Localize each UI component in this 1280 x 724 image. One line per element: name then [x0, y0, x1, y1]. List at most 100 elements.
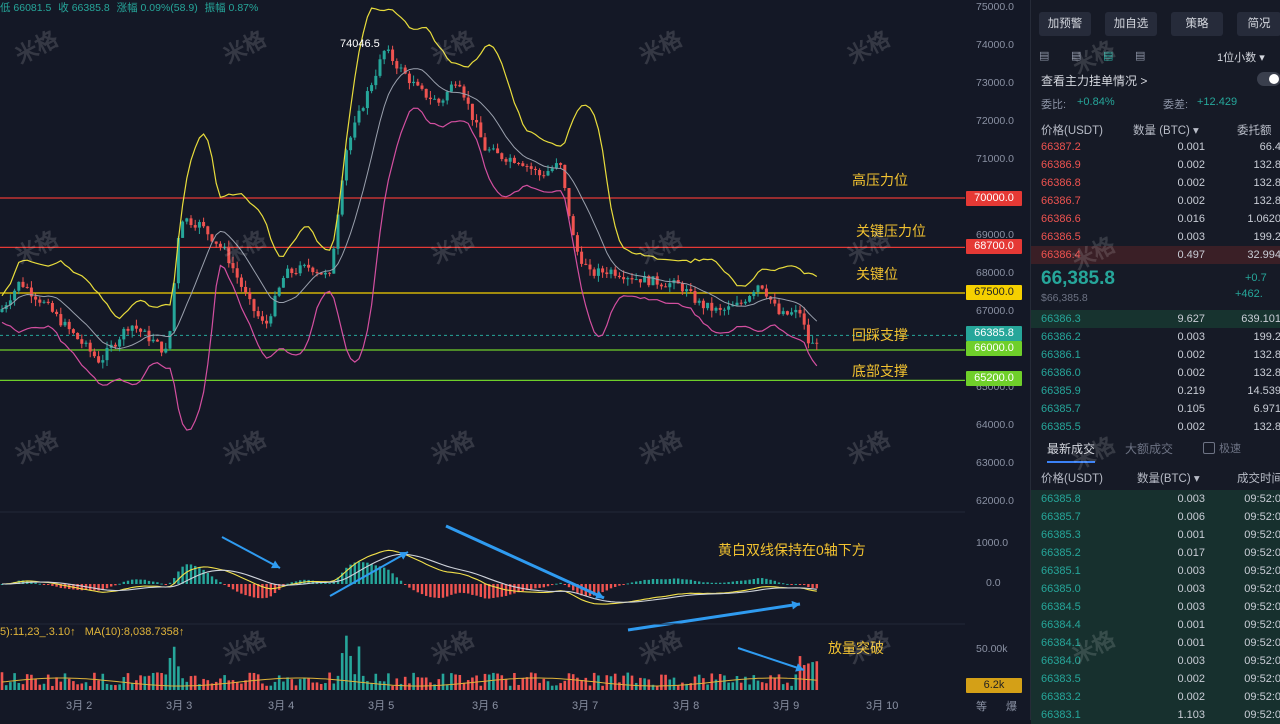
trade-price: 66385.0 [1041, 583, 1081, 595]
candle-body [130, 325, 134, 331]
macd-bar [374, 565, 377, 584]
volume-bar [521, 677, 525, 690]
candle-body [252, 299, 256, 312]
volume-bar [765, 683, 768, 690]
volume-bar [80, 683, 84, 690]
candle-body [63, 321, 67, 326]
candle-body [559, 163, 563, 165]
ask-row[interactable]: 66386.9 0.002 132.8 [1031, 156, 1280, 174]
last-price-usd: $66,385.8 [1041, 292, 1088, 304]
candle-body [521, 163, 525, 166]
trade-time: 09:52:0 [1244, 709, 1280, 721]
candle-body [517, 162, 521, 164]
volume-bar [525, 677, 529, 690]
bid-row[interactable]: 66385.9 0.219 14.539 [1031, 382, 1280, 400]
ask-row[interactable]: 66386.6 0.016 1.0620 [1031, 210, 1280, 228]
volume-bar [655, 685, 659, 690]
macd-bar [500, 584, 503, 597]
price-axis-label: 68000.0 [976, 267, 1014, 279]
volume-bar [114, 685, 117, 690]
close-info: 收 66385.8 [58, 2, 110, 14]
candle-body [378, 59, 382, 76]
ask-row[interactable]: 66386.7 0.002 132.8 [1031, 192, 1280, 210]
trade-row: 66384.4 0.001 09:52:0 [1031, 616, 1280, 634]
macd-bar [101, 584, 104, 591]
book-bids-icon[interactable]: ▤ [1103, 50, 1114, 62]
main-orders-link[interactable]: 查看主力挂单情况 > [1041, 74, 1148, 88]
macd-bar [706, 582, 709, 584]
bid-row[interactable]: 66386.1 0.002 132.8 [1031, 346, 1280, 364]
ask-row[interactable]: 66386.8 0.002 132.8 [1031, 174, 1280, 192]
bollinger-lower-line [1, 107, 818, 431]
candle-body [504, 159, 508, 162]
trade-time: 09:52:0 [1244, 529, 1280, 541]
bid-row[interactable]: 66385.5 0.002 132.8 [1031, 418, 1280, 436]
volume-bar [403, 676, 407, 690]
book-both-icon[interactable]: ▤ [1039, 50, 1050, 62]
candle-body [659, 284, 663, 287]
candle-body [328, 272, 332, 274]
macd-bar [118, 583, 121, 585]
trades-qty-header[interactable]: 数量(BTC) ▾ [1137, 473, 1200, 485]
volume-bar [475, 675, 478, 690]
book-asks-icon[interactable]: ▤ [1071, 50, 1082, 62]
volume-bar [567, 673, 571, 690]
bid-row[interactable]: 66385.7 0.105 6.971 [1031, 400, 1280, 418]
bid-row[interactable]: 66386.2 0.003 199.2 [1031, 328, 1280, 346]
bid-row[interactable]: 66386.0 0.002 132.8 [1031, 364, 1280, 382]
macd-bar [790, 584, 793, 585]
trade-price: 66383.1 [1041, 709, 1081, 721]
trade-price: 66384.4 [1041, 619, 1081, 631]
macd-bar [55, 584, 58, 587]
volume-bar [639, 677, 642, 690]
annotation-arrow-head [271, 560, 280, 569]
volume-bar [794, 674, 798, 690]
macd-dif-line [1, 549, 817, 605]
add-watchlist-button[interactable]: 加自选 [1105, 12, 1157, 36]
volume-bar [622, 675, 625, 690]
macd-bar [139, 579, 142, 584]
bid-row[interactable]: 66386.3 9.627 639.101 [1031, 310, 1280, 328]
candle-body [239, 277, 243, 287]
macd-bar [168, 582, 172, 584]
volume-bar [382, 681, 386, 690]
macd-bar [656, 579, 659, 584]
volume-bar [538, 682, 541, 690]
kline-chart-area[interactable]: 低 66081.5 收 66385.8 涨幅 0.09%(58.9) 振幅 0.… [0, 0, 1030, 720]
volume-bar [563, 680, 567, 690]
decimal-select[interactable]: 1位小数 ▾ [1217, 49, 1265, 65]
volume-bar [702, 678, 705, 690]
candle-body [76, 332, 80, 340]
macd-bar [660, 579, 663, 584]
kline-chart-canvas[interactable] [0, 0, 1030, 720]
volume-bar [555, 685, 558, 690]
volume-bar [681, 682, 684, 690]
macd-bar [93, 584, 96, 591]
macd-bar [357, 561, 361, 584]
bid-diff-value: +12.429 [1197, 96, 1238, 108]
orderbook-qty-header[interactable]: 数量 (BTC) ▾ [1133, 125, 1199, 137]
fast-mode-checkbox[interactable] [1203, 442, 1215, 454]
macd-bar [534, 584, 537, 589]
tab-large-trades[interactable]: 大额成交 [1125, 442, 1174, 456]
macd-bar [496, 584, 499, 598]
add-alert-button[interactable]: 加预警 [1039, 12, 1091, 36]
candle-body [290, 268, 294, 274]
ohlc-info: 低 66081.5 收 66385.8 涨幅 0.09%(58.9) 振幅 0.… [0, 0, 262, 15]
ask-row[interactable]: 66386.5 0.003 199.2 [1031, 228, 1280, 246]
tab-latest-trades[interactable]: 最新成交 [1047, 440, 1096, 463]
overview-button[interactable]: 简况 [1237, 12, 1280, 36]
main-orders-toggle[interactable] [1257, 72, 1280, 86]
book-depth-icon[interactable]: ▤ [1135, 50, 1146, 62]
macd-bar [366, 562, 369, 584]
macd-bar [378, 566, 382, 584]
candle-body [185, 218, 189, 222]
volume-bar [710, 673, 714, 690]
volume-bar [34, 678, 37, 690]
candle-body [441, 100, 445, 103]
toggle-knob [1269, 74, 1279, 84]
ask-row[interactable]: 66387.2 0.001 66.4 [1031, 138, 1280, 156]
bid-total: 6.971 [1253, 403, 1280, 415]
ask-row[interactable]: 66386.4 0.497 32.994 [1031, 246, 1280, 264]
strategy-button[interactable]: 策略 [1171, 12, 1223, 36]
